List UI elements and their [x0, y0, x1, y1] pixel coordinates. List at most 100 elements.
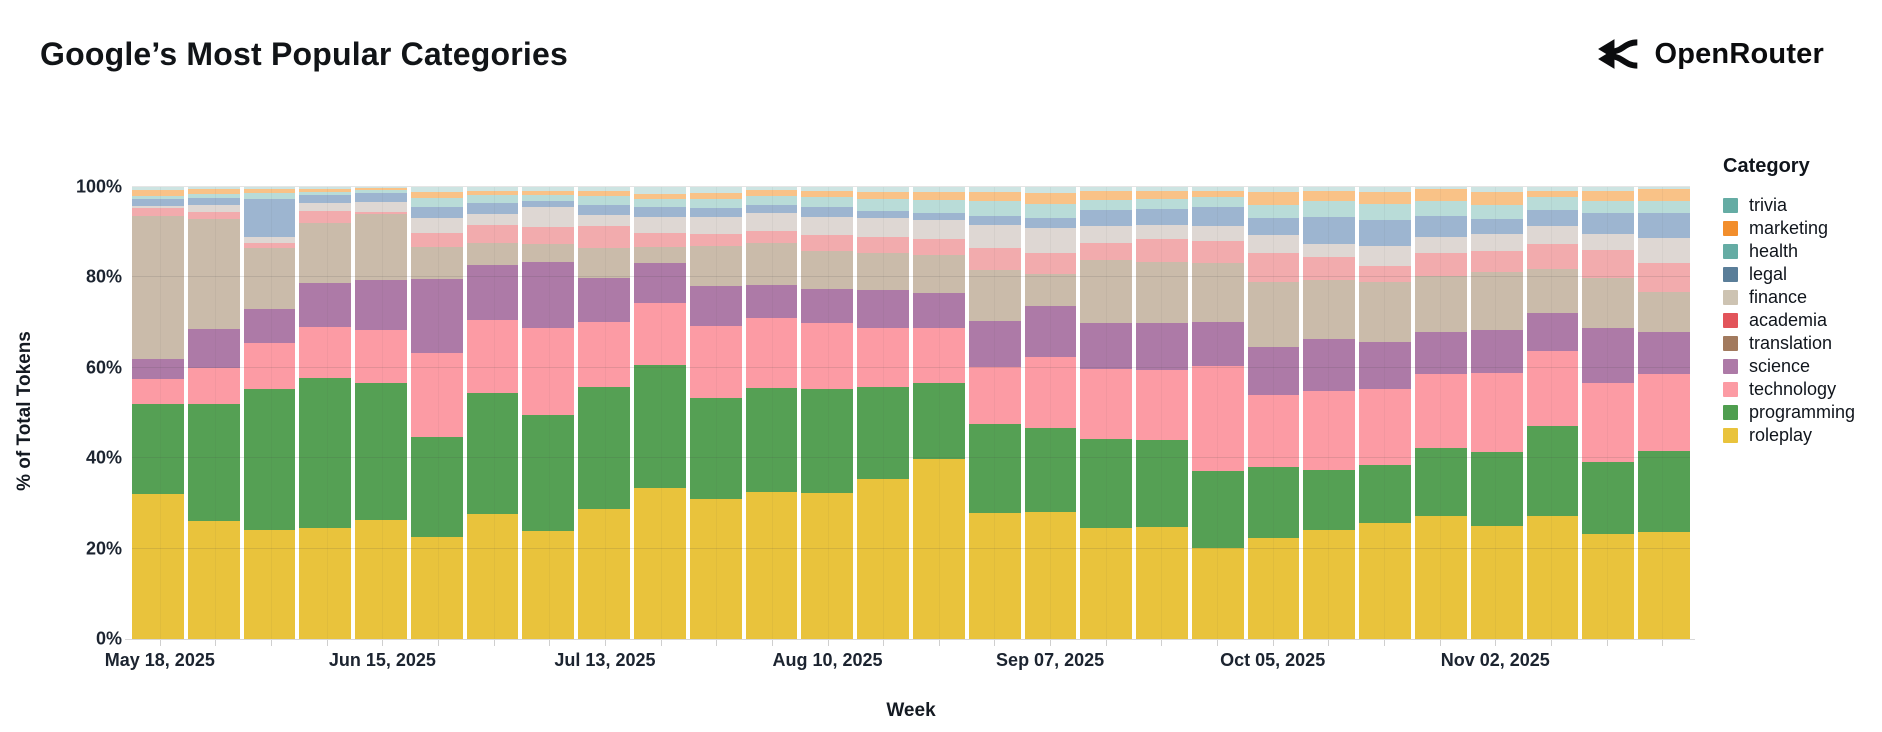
bar-segment-legal[interactable] — [912, 213, 965, 220]
bar-segment-programming[interactable] — [1136, 440, 1188, 527]
bar-segment-marketing[interactable] — [578, 190, 631, 197]
bar-segment-legal[interactable] — [857, 211, 909, 219]
bar-segment-science[interactable] — [578, 278, 631, 322]
bar-segment-finance[interactable] — [968, 224, 1021, 248]
bar-segment-science[interactable] — [466, 265, 519, 320]
bar-segment-translation[interactable] — [1582, 277, 1635, 328]
bar-segment-trivia[interactable] — [355, 187, 407, 189]
bar-segment-science[interactable] — [243, 308, 296, 344]
bar-segment-finance[interactable] — [1080, 225, 1133, 244]
bar-segment-finance[interactable] — [1582, 233, 1635, 251]
bar-segment-trivia[interactable] — [1359, 187, 1411, 192]
bar-segment-academia[interactable] — [466, 224, 519, 243]
bar-segment-marketing[interactable] — [132, 190, 184, 196]
legend-item-marketing[interactable]: marketing — [1723, 217, 1855, 240]
bar-segment-science[interactable] — [1080, 322, 1133, 369]
bar-segment-finance[interactable] — [801, 216, 854, 235]
legend-item-trivia[interactable]: trivia — [1723, 194, 1855, 217]
bar-segment-science[interactable] — [522, 262, 575, 328]
bar-segment-translation[interactable] — [1526, 269, 1579, 313]
bar-segment-legal[interactable] — [299, 195, 352, 204]
bar-segment-marketing[interactable] — [1470, 191, 1523, 205]
bar-segment-academia[interactable] — [1024, 252, 1077, 274]
bar-segment-trivia[interactable] — [299, 187, 352, 189]
bar-segment-science[interactable] — [1247, 346, 1300, 395]
bar-segment-health[interactable] — [745, 196, 798, 206]
bar-segment-trivia[interactable] — [466, 187, 519, 191]
bar-segment-academia[interactable] — [1582, 250, 1635, 278]
bar-segment-science[interactable] — [1414, 331, 1467, 375]
bar-segment-legal[interactable] — [1638, 213, 1690, 239]
bar-segment-technology[interactable] — [801, 322, 854, 389]
legend-item-technology[interactable]: technology — [1723, 378, 1855, 401]
bar-segment-roleplay[interactable] — [187, 521, 240, 639]
bar-segment-programming[interactable] — [1191, 470, 1244, 549]
bar-segment-technology[interactable] — [243, 343, 296, 389]
bar-segment-programming[interactable] — [299, 378, 352, 528]
bar-segment-marketing[interactable] — [1024, 193, 1077, 205]
bar-segment-science[interactable] — [634, 262, 686, 304]
bar-segment-science[interactable] — [132, 358, 184, 380]
bar-segment-translation[interactable] — [1247, 281, 1300, 347]
bar-segment-finance[interactable] — [132, 206, 184, 209]
bar-segment-roleplay[interactable] — [1414, 516, 1467, 639]
bar-segment-academia[interactable] — [522, 226, 575, 244]
bar-segment-legal[interactable] — [1136, 209, 1188, 225]
bar-segment-translation[interactable] — [578, 247, 631, 279]
bar-segment-finance[interactable] — [689, 216, 742, 234]
bar-segment-trivia[interactable] — [522, 187, 575, 191]
bar-segment-trivia[interactable] — [801, 187, 854, 192]
bar-segment-science[interactable] — [1359, 341, 1411, 389]
bar-segment-finance[interactable] — [466, 214, 519, 225]
bar-segment-legal[interactable] — [522, 201, 575, 207]
bar-segment-health[interactable] — [1414, 200, 1467, 216]
bar-segment-academia[interactable] — [132, 208, 184, 217]
bar-segment-legal[interactable] — [968, 215, 1021, 225]
bar-segment-health[interactable] — [689, 199, 742, 208]
bar-segment-academia[interactable] — [1414, 253, 1467, 276]
bar-segment-roleplay[interactable] — [1303, 529, 1356, 639]
bar-segment-translation[interactable] — [132, 216, 184, 359]
bar-segment-technology[interactable] — [466, 319, 519, 393]
bar-segment-marketing[interactable] — [634, 193, 686, 200]
bar-segment-science[interactable] — [299, 282, 352, 328]
bar-segment-marketing[interactable] — [1080, 190, 1133, 201]
bar-segment-finance[interactable] — [1247, 234, 1300, 253]
bar-segment-roleplay[interactable] — [410, 537, 463, 639]
bar-segment-roleplay[interactable] — [1359, 522, 1411, 639]
bar-segment-technology[interactable] — [355, 329, 407, 384]
bar-segment-legal[interactable] — [1470, 219, 1523, 235]
bar-segment-marketing[interactable] — [1638, 189, 1690, 202]
bar-segment-health[interactable] — [187, 193, 240, 199]
bar-segment-technology[interactable] — [1470, 372, 1523, 452]
bar-segment-health[interactable] — [857, 198, 909, 212]
bar-segment-marketing[interactable] — [187, 189, 240, 194]
bar-segment-finance[interactable] — [745, 213, 798, 231]
bar-segment-translation[interactable] — [801, 250, 854, 290]
bar-segment-technology[interactable] — [1526, 351, 1579, 427]
bar-segment-science[interactable] — [187, 328, 240, 368]
bar-segment-legal[interactable] — [410, 206, 463, 219]
bar-segment-legal[interactable] — [243, 198, 296, 237]
bar-segment-translation[interactable] — [1470, 271, 1523, 330]
bar-segment-finance[interactable] — [243, 236, 296, 243]
bar-segment-roleplay[interactable] — [466, 513, 519, 639]
bar-segment-finance[interactable] — [522, 206, 575, 227]
bar-segment-programming[interactable] — [1024, 427, 1077, 512]
bar-segment-technology[interactable] — [745, 318, 798, 388]
bar-segment-health[interactable] — [1080, 200, 1133, 211]
bar-segment-translation[interactable] — [1359, 281, 1411, 342]
bar-segment-translation[interactable] — [522, 243, 575, 262]
bar-segment-technology[interactable] — [1080, 368, 1133, 439]
bar-segment-technology[interactable] — [1191, 365, 1244, 471]
bar-segment-programming[interactable] — [1582, 462, 1635, 534]
bar-segment-programming[interactable] — [466, 392, 519, 514]
bar-segment-science[interactable] — [1136, 323, 1188, 370]
bar-segment-health[interactable] — [801, 197, 854, 208]
bar-segment-academia[interactable] — [1638, 262, 1690, 293]
bar-segment-roleplay[interactable] — [634, 487, 686, 639]
bar-segment-trivia[interactable] — [1080, 187, 1133, 191]
bar-segment-programming[interactable] — [243, 388, 296, 531]
bar-segment-technology[interactable] — [1638, 373, 1690, 451]
bar-segment-science[interactable] — [857, 290, 909, 328]
